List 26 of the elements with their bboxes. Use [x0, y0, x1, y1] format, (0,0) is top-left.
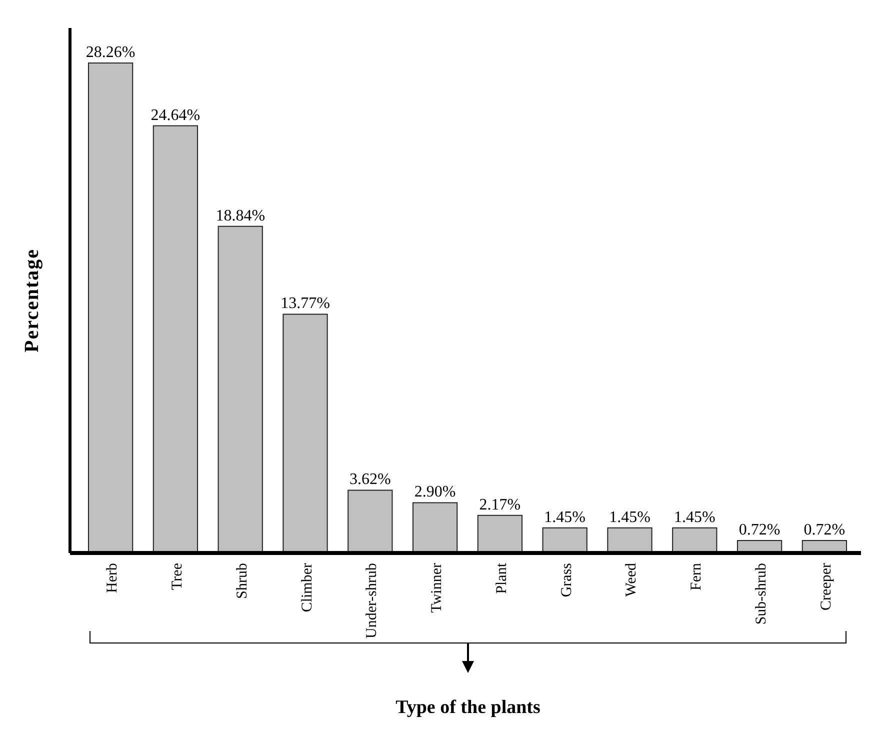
x-tick-label: Grass — [558, 562, 575, 598]
x-tick-label: Creeper — [818, 562, 834, 610]
data-label: 1.45% — [674, 508, 716, 526]
x-tick-label: Fern — [688, 562, 705, 590]
data-label: 18.84% — [216, 207, 266, 224]
data-label: 13.77% — [280, 295, 330, 312]
data-label: 2.17% — [479, 496, 521, 514]
data-label: 28.26% — [86, 44, 136, 61]
data-label: 0.72% — [738, 522, 780, 539]
x-tick-label: Weed — [624, 562, 640, 597]
x-tick-label: Under-shrub — [364, 563, 380, 639]
y-axis-title: Percentage — [21, 248, 43, 353]
x-tick-label: Plant — [494, 562, 510, 594]
data-label: 1.45% — [609, 508, 650, 526]
x-tick-label: Sub-shrub — [754, 563, 770, 625]
x-tick-label: Climber — [299, 563, 316, 612]
data-label: 1.45% — [544, 508, 586, 526]
x-tick-label: Shrub — [234, 563, 250, 599]
x-tick-label: Tree — [169, 562, 186, 590]
x-tick-label: Herb — [104, 563, 121, 593]
data-label: 0.72% — [804, 522, 846, 539]
data-label: 2.90% — [414, 484, 456, 501]
data-label: 24.64% — [150, 106, 200, 124]
x-axis-title: Type of the plants — [396, 697, 540, 718]
data-label: 3.62% — [349, 471, 391, 488]
x-tick-label: Twinner — [429, 563, 446, 613]
